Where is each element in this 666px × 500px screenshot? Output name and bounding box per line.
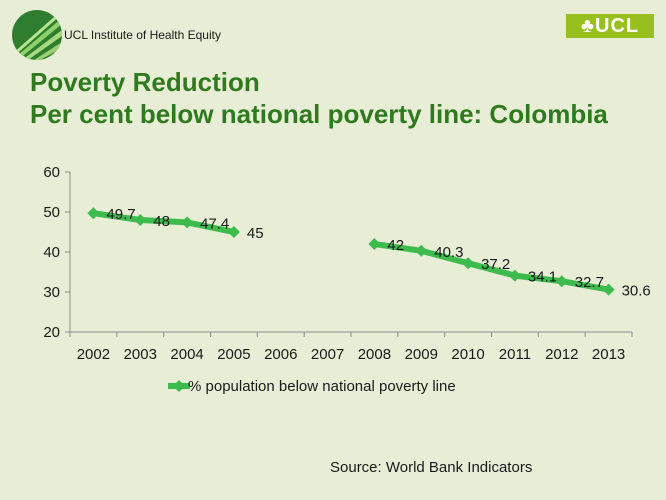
x-tick-label: 2003 [124, 346, 157, 363]
x-tick-label: 2008 [358, 346, 391, 363]
x-tick-label: 2005 [217, 346, 250, 363]
y-tick-label: 20 [43, 324, 60, 341]
data-point [134, 214, 147, 226]
x-tick-label: 2007 [311, 346, 344, 363]
data-point [555, 275, 568, 288]
data-point [508, 269, 521, 282]
title-line-1: Poverty Reduction [30, 67, 260, 97]
series-line [371, 241, 612, 293]
leaf-logo-icon [12, 10, 62, 60]
data-point [368, 238, 381, 250]
x-tick-label: 2006 [264, 346, 297, 363]
data-point [87, 207, 100, 220]
data-point [415, 244, 428, 257]
institute-logo: UCL Institute of Health Equity [12, 10, 222, 62]
y-tick-label: 30 [43, 284, 60, 301]
data-label: 45 [247, 225, 264, 242]
data-label: 42 [387, 237, 404, 254]
y-tick-label: 50 [43, 204, 60, 221]
data-label: 34.1 [528, 269, 557, 286]
data-point [181, 216, 194, 229]
data-label: 40.3 [434, 244, 463, 261]
legend-swatch-marker [173, 380, 185, 392]
x-tick-label: 2002 [77, 346, 110, 363]
data-label: 30.6 [622, 283, 651, 300]
legend-label: % population below national poverty line [188, 378, 456, 395]
data-point [227, 226, 240, 238]
y-tick-label: 40 [43, 244, 60, 261]
x-tick-label: 2013 [592, 346, 625, 363]
data-label: 47.4 [200, 215, 229, 232]
x-tick-label: 2010 [451, 346, 484, 363]
data-label: 49.7 [106, 206, 135, 223]
series-line [90, 210, 237, 235]
data-label: 37.2 [481, 256, 510, 273]
institute-name: UCL Institute of Health Equity [64, 28, 221, 42]
x-tick-label: 2009 [405, 346, 438, 363]
data-label: 32.7 [575, 274, 604, 291]
data-point [462, 257, 475, 270]
x-tick-label: 2004 [170, 346, 203, 363]
source-note: Source: World Bank Indicators [330, 459, 533, 476]
data-point [602, 283, 615, 296]
slide-title: Poverty Reduction Per cent below nationa… [30, 66, 608, 130]
title-line-2: Per cent below national poverty line: Co… [30, 99, 608, 129]
poverty-line-chart: 20 30 40 50 60 2002 2003 2004 2005 2006 2007 2008 20… [43, 164, 651, 395]
x-tick-label: 2012 [545, 346, 578, 363]
ucl-logo: ♣UCL [566, 14, 654, 38]
y-tick-label: 60 [43, 164, 60, 181]
data-label: 48 [153, 213, 170, 230]
x-tick-label: 2011 [499, 346, 531, 363]
